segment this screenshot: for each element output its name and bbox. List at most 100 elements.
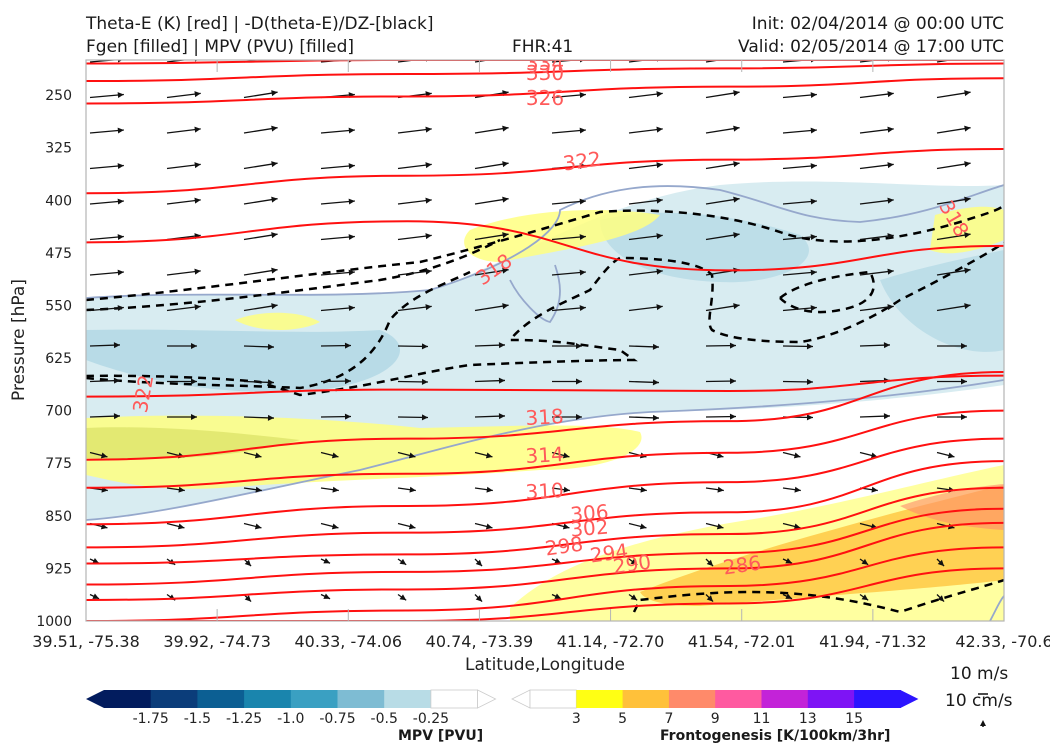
dthetae-dz-contour-upper-2	[86, 238, 501, 312]
wind-arrowhead	[729, 413, 736, 420]
wind-arrowhead	[785, 593, 793, 599]
wind-arrowhead	[964, 125, 971, 132]
fgen-colorbar-tick: 15	[845, 711, 863, 727]
wind-arrowhead	[408, 523, 416, 530]
wind-arrowhead	[794, 486, 801, 493]
wind-arrowhead	[887, 91, 894, 98]
mpv-colorbar-swatch	[244, 690, 292, 708]
wind-arrowhead	[191, 378, 197, 385]
x-tick-label: 40.74, -73.39	[426, 632, 534, 651]
theta-e-label-286: 286	[721, 551, 762, 580]
mpv-colorbar-tick: -1.25	[226, 711, 262, 727]
wind-arrowhead	[498, 413, 505, 420]
wind-arrowhead	[117, 60, 123, 63]
theta-e-contour-322	[86, 374, 1004, 398]
wind-arrowhead	[810, 198, 817, 205]
theta-e-label-330: 330	[526, 61, 564, 85]
theta-e-label-298: 298	[543, 532, 584, 561]
wind-arrowhead	[344, 378, 351, 385]
wind-arrowhead	[267, 343, 274, 350]
wind-arrowhead	[271, 267, 278, 274]
wind-arrowhead	[425, 197, 432, 204]
wind-arrowhead	[579, 92, 586, 99]
wind-arrowhead	[475, 595, 483, 602]
wind-arrowhead	[117, 127, 124, 134]
wind-arrowhead	[733, 232, 740, 239]
wind-arrowhead	[716, 523, 724, 530]
wind-arrowhead	[344, 342, 351, 349]
fgen-fill-upper-right	[930, 206, 1004, 254]
wind-scale-horizontal: 10 m/s	[950, 664, 1009, 684]
wind-arrowhead	[498, 342, 505, 349]
fgen-colorbar-tick: 3	[572, 711, 581, 727]
wind-arrows	[89, 60, 971, 603]
wind-arrowhead	[409, 486, 416, 493]
title-left-line1: Theta-E (K) [red] | -D(theta-E)/DZ-[blac…	[86, 14, 434, 34]
wind-arrowhead	[793, 523, 801, 530]
mpv-colorbar: -1.75 -1.5 -1.25 -1.0 -0.75 -0.5 -0.25	[86, 689, 497, 727]
wind-arrowhead	[563, 486, 570, 493]
mpv-colorbar-swatch	[290, 690, 338, 708]
wind-arrowhead	[576, 343, 582, 349]
fgen-colorbar-swatch	[668, 690, 716, 708]
wind-arrowhead	[117, 269, 124, 276]
theta-e-contour-310	[86, 437, 1004, 526]
dthetae-dz-contour-loop	[779, 270, 875, 314]
wind-arrowhead	[421, 343, 428, 350]
y-axis-label: Pressure [hPa]	[9, 279, 29, 401]
y-tick-label: 925	[45, 561, 72, 577]
x-tick-label: 42.33, -70.6	[955, 632, 1050, 651]
theta-e-label-326: 326	[526, 86, 564, 110]
wind-arrowhead	[267, 414, 274, 421]
wind-arrowhead	[706, 559, 714, 567]
y-tick-label: 550	[45, 298, 72, 314]
wind-arrowhead	[716, 452, 724, 459]
mpv-colorbar-title: MPV [PVU]	[398, 728, 484, 744]
wind-arrowhead	[117, 163, 124, 170]
mpv-colorbar-swatch	[104, 690, 152, 708]
fgen-colorbar-swatch	[622, 690, 670, 708]
dthetae-dz-contour-mid	[86, 241, 1004, 397]
wind-arrowhead	[331, 523, 339, 530]
theta-e-contour-318	[86, 220, 1004, 272]
theta-e-contour-302	[86, 486, 1004, 565]
wind-arrow	[397, 60, 420, 63]
theta-e-contour-290	[86, 546, 1004, 621]
wind-arrowhead	[961, 414, 967, 420]
wind-arrowhead	[485, 523, 493, 530]
wind-arrowhead	[348, 234, 355, 241]
wind-arrowhead	[421, 378, 428, 385]
wind-arrowhead	[331, 452, 339, 459]
wind-arrowhead	[729, 342, 736, 349]
theta-e-contour-306	[86, 460, 1004, 549]
wind-arrowhead	[348, 198, 355, 205]
wind-arrowhead	[883, 413, 890, 420]
fgen-colorbar-extend-low	[511, 689, 531, 709]
wind-arrowhead	[810, 269, 817, 276]
theta-e-contour-314	[86, 409, 1004, 489]
mpv-colorbar-tick: -0.25	[413, 711, 449, 727]
theta-e-contour-286	[86, 567, 1004, 621]
dthetae-dz-contour-surface	[632, 578, 1004, 614]
wind-arrowhead	[271, 125, 278, 132]
wind-arrowhead	[348, 127, 355, 134]
init-time: Init: 02/04/2014 @ 00:00 UTC	[751, 14, 1004, 34]
wind-arrow	[936, 60, 954, 63]
wind-arrowhead	[425, 304, 432, 311]
wind-arrow	[859, 60, 882, 63]
wind-arrowhead	[113, 377, 120, 384]
wind-arrowhead	[502, 125, 509, 132]
wind-arrowhead	[656, 91, 663, 98]
wind-arrowhead	[576, 378, 582, 385]
wind-arrowhead	[733, 90, 740, 97]
mpv-colorbar-tick: -1.5	[184, 711, 211, 727]
wind-arrowhead	[579, 305, 586, 312]
mpv-outline-corner	[989, 595, 1004, 621]
wind-arrowhead	[244, 595, 252, 602]
wind-arrowhead	[425, 126, 432, 133]
theta-e-contours	[86, 60, 1004, 621]
wind-arrowhead	[271, 303, 278, 310]
x-tick-label: 41.94, -71.32	[819, 632, 927, 651]
theta-e-label-322: 322	[561, 147, 602, 176]
theta-e-label-294: 294	[588, 539, 629, 568]
